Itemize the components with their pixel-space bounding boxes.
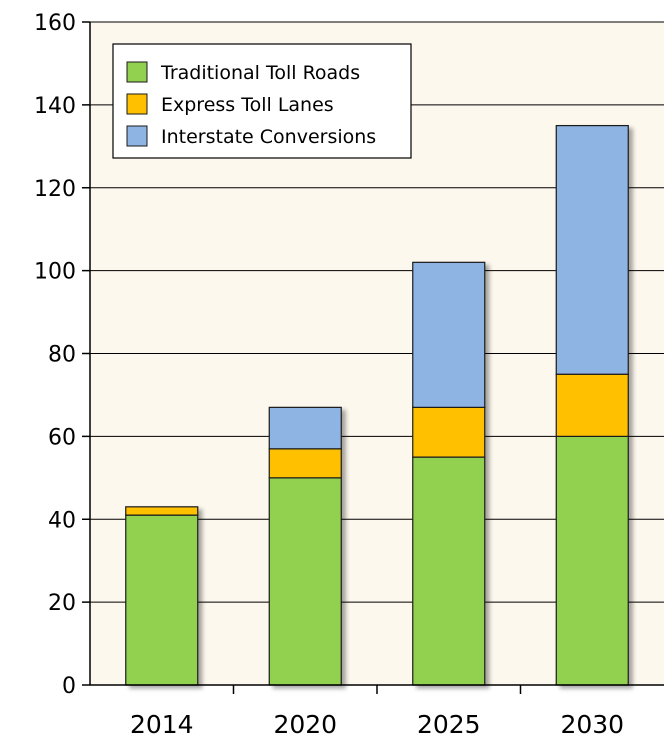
x-tick-label: 2025 (417, 710, 481, 738)
bar-segment (412, 456, 486, 686)
bar-stack-2020 (268, 406, 342, 686)
bar-segment (268, 448, 342, 479)
bars (125, 124, 629, 686)
legend-swatch (126, 125, 148, 147)
y-tick-label: 120 (34, 177, 76, 202)
legend-swatch (126, 93, 148, 115)
legend-label: Interstate Conversions (161, 126, 376, 148)
bar-segment (555, 373, 629, 437)
bar-stack-2030 (555, 124, 629, 686)
x-tick-label: 2030 (560, 710, 624, 738)
bar-segment (555, 124, 629, 375)
x-tick-label: 2014 (130, 710, 194, 738)
y-tick-label: 100 (34, 260, 76, 285)
x-tick-label: 2020 (273, 710, 337, 738)
axes: 0 20 40 60 80 100 120 140 160 2014 2020 2025 2030 (34, 11, 664, 739)
y-tick-label: 60 (48, 425, 76, 450)
y-tick-label: 0 (62, 674, 76, 699)
legend-label: Express Toll Lanes (161, 94, 334, 116)
legend: Traditional Toll Roads Express Toll Lanes… (112, 43, 412, 159)
bar-segment (412, 406, 486, 458)
bar-stack-2025 (412, 261, 486, 686)
legend-box (112, 43, 412, 159)
bar-segment (412, 261, 486, 408)
y-tick-label: 80 (48, 343, 76, 368)
bar-stack-2014 (125, 506, 199, 686)
bar-segment (268, 406, 342, 450)
y-tick-label: 160 (34, 11, 76, 36)
legend-swatch (126, 61, 148, 83)
y-tick-label: 140 (34, 94, 76, 119)
bar-segment (125, 506, 199, 516)
y-tick-label: 40 (48, 508, 76, 533)
bar-segment (268, 477, 342, 686)
y-tick-label: 20 (48, 591, 76, 616)
bar-segment (125, 514, 199, 686)
legend-label: Traditional Toll Roads (160, 62, 360, 84)
bar-segment (555, 435, 629, 686)
